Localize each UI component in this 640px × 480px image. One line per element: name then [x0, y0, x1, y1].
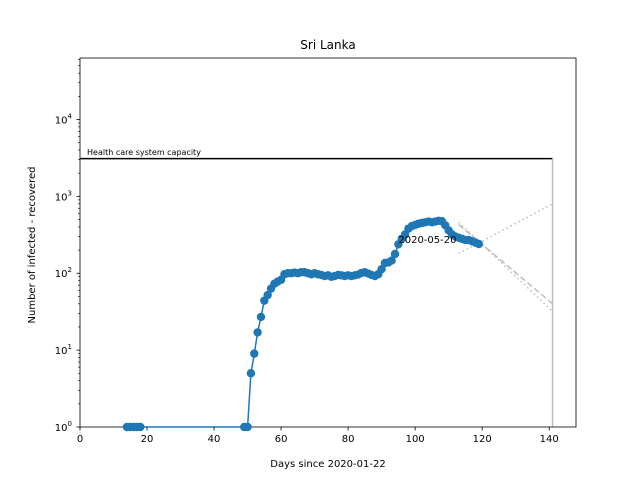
y-axis: 100 101 102 103 104 [55, 59, 80, 434]
y-tick-label: 101 [55, 343, 72, 357]
data-point [474, 239, 484, 249]
data-point [390, 249, 400, 259]
projection-line-1 [458, 223, 554, 305]
date-annotation: 2020-05-20 [398, 235, 456, 246]
x-tick-label: 40 [208, 434, 221, 445]
x-tick-label: 120 [473, 434, 492, 445]
data-point [246, 369, 256, 378]
data-point [387, 256, 396, 265]
x-tick-label: 80 [342, 434, 355, 445]
series-layer [122, 203, 554, 432]
y-tick-label: 100 [55, 420, 72, 434]
axes-frame [79, 57, 577, 428]
y-axis-label: Number of infected - recovered [27, 167, 38, 324]
x-tick-label: 0 [77, 434, 83, 445]
data-point [256, 312, 266, 322]
x-tick-label: 20 [141, 434, 154, 445]
y-tick-label: 103 [55, 189, 72, 203]
y-tick-label: 104 [55, 112, 73, 126]
data-point [250, 349, 259, 358]
x-tick-label: 60 [275, 434, 288, 445]
x-axis: 0 20 40 60 80 100 120 140 [77, 427, 559, 445]
x-axis-label: Days since 2020-01-22 [270, 459, 385, 470]
chart-title: Sri Lanka [300, 38, 355, 52]
data-point [243, 422, 252, 432]
data-point [136, 422, 145, 432]
x-tick-label: 100 [406, 434, 425, 445]
data-point [377, 264, 386, 274]
data-point [263, 290, 272, 300]
data-point [253, 328, 262, 337]
y-tick-label: 102 [55, 266, 72, 280]
plot-area [79, 57, 577, 428]
x-tick-label: 140 [540, 434, 559, 445]
capacity-label: Health care system capacity [87, 148, 201, 157]
